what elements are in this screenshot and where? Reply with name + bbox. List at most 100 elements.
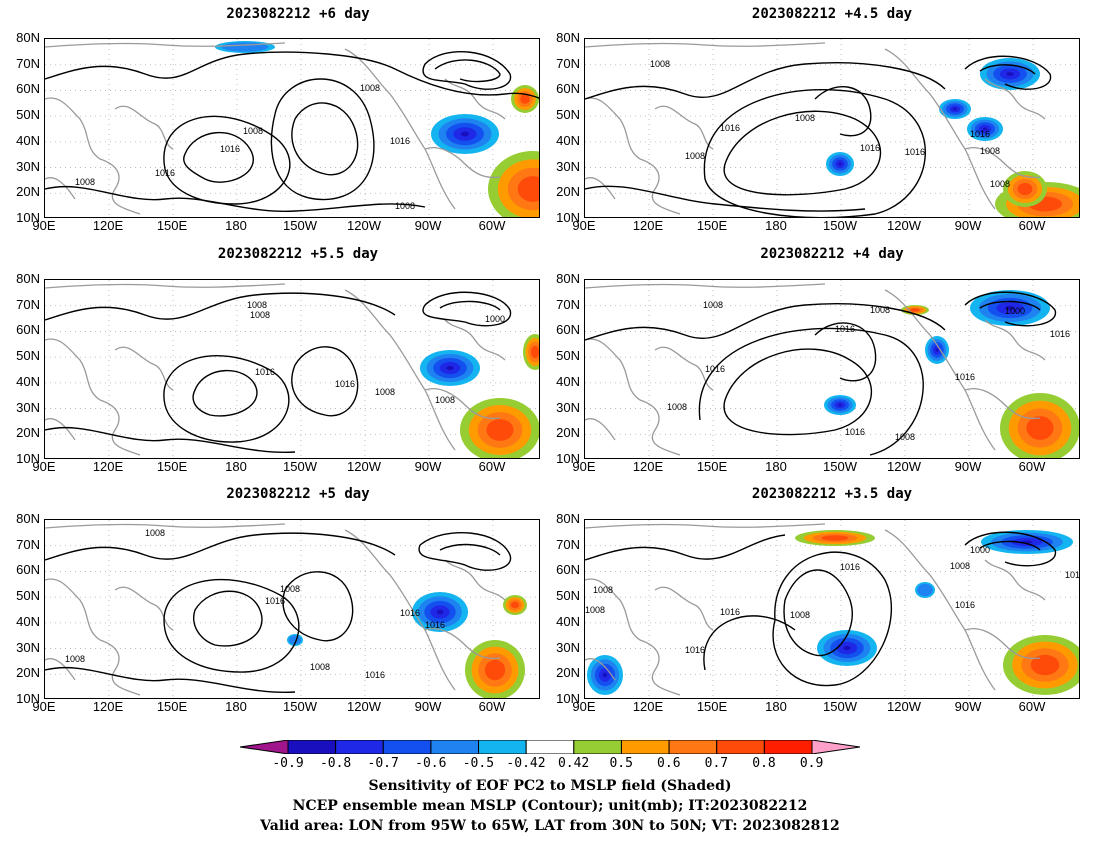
positive-sensitivity-area — [520, 94, 530, 104]
mslp-contour — [434, 59, 501, 83]
lat-tick-label: 10N — [16, 451, 40, 466]
mslp-contour — [418, 532, 512, 571]
arctic-coastline — [585, 283, 826, 289]
mslp-contour — [192, 369, 258, 417]
map-panel-5: 1008 1008 1016 1016 1016 1008 1016 1008 — [44, 519, 540, 699]
map-canvas: 1008 1016 1008 1016 1008 1016 1008 1016 1008 — [585, 39, 1079, 217]
contour-label: 1016 — [845, 427, 865, 437]
contour-label: 1016 — [425, 620, 445, 630]
lat-tick-label: 10N — [16, 691, 40, 706]
north-america-coastline — [884, 48, 1041, 210]
map-panel-3: 1008 1008 1000 1016 1016 1008 1008 — [44, 279, 540, 459]
lat-tick-label: 40N — [16, 132, 40, 148]
contour-label: 1016 — [905, 147, 925, 157]
colorbar-segment — [335, 740, 384, 754]
map-panel-2: 1008 1016 1008 1016 1008 1016 1008 1016 1008 — [584, 38, 1080, 218]
panel-title-3: 2023082212 +5.5 day — [217, 246, 379, 262]
lon-tick-label: 150E — [156, 218, 188, 233]
colorbar-tick-label: 0.42 — [557, 756, 590, 771]
colorbar-segment — [478, 740, 527, 754]
contour-label: 1016 — [265, 596, 285, 606]
contour-label: 1008 — [685, 151, 705, 161]
north-america-coastline — [344, 289, 501, 451]
lat-tick-label: 40N — [556, 613, 580, 629]
positive-sensitivity-area — [510, 601, 520, 609]
lon-tick-label: 120E — [92, 459, 124, 474]
lat-tick-label: 50N — [16, 107, 40, 123]
arctic-coastline — [585, 42, 826, 48]
contour-label: 1016 — [955, 372, 975, 382]
asia-coastline — [45, 338, 141, 456]
lon-tick-label: 60W — [478, 459, 506, 474]
lat-tick-label: 30N — [556, 158, 580, 174]
mslp-contour — [291, 102, 359, 176]
contour-label: 1008 — [895, 432, 915, 442]
mslp-contour — [979, 300, 1041, 311]
arctic-coastline — [585, 523, 826, 529]
lon-tick-label: 60W — [478, 218, 506, 233]
contour-label: 1008 — [585, 605, 605, 615]
mslp-contour — [585, 62, 946, 100]
lon-tick-label: 90W — [954, 699, 982, 714]
colorbar-low-arrow — [240, 740, 289, 754]
mslp-contour — [585, 303, 946, 341]
lon-tick-label: 180 — [225, 459, 247, 474]
lat-tick-label: 80N — [556, 511, 580, 526]
lon-tick-label: 90W — [414, 218, 442, 233]
mslp-contour — [723, 348, 873, 436]
colorbar-segment — [525, 740, 575, 754]
lat-tick-label: 20N — [556, 425, 580, 441]
mslp-contour — [979, 540, 1041, 551]
contour-label: 1000 — [1005, 306, 1025, 316]
lon-tick-label: 120E — [92, 699, 124, 714]
contour-label: 1008 — [75, 177, 95, 187]
mslp-contour — [193, 590, 263, 647]
negative-sensitivity-area — [1005, 305, 1015, 311]
mslp-contour — [282, 571, 354, 642]
negative-sensitivity-area — [838, 403, 842, 407]
hudson-bay-coastline — [984, 319, 1046, 361]
lat-tick-label: 10N — [556, 451, 580, 466]
lat-tick-label: 80N — [16, 511, 40, 526]
contour-label: 1000 — [970, 545, 990, 555]
lon-tick-label: 150W — [823, 218, 857, 233]
mslp-contour — [45, 532, 396, 561]
lat-tick-label: 60N — [556, 562, 580, 578]
lat-tick-label: 10N — [556, 210, 580, 225]
lon-tick-label: 150W — [283, 699, 317, 714]
panel-title-1: 2023082212 +6 day — [226, 6, 370, 22]
japan-coastline — [654, 105, 714, 150]
mslp-contour — [772, 551, 893, 687]
mslp-contour — [585, 534, 786, 561]
lat-tick-label: 40N — [556, 373, 580, 389]
contour-label: 1016 — [720, 607, 740, 617]
contour-label: 1016 — [685, 645, 705, 655]
contour-label: 1008 — [310, 662, 330, 672]
lat-tick-label: 20N — [16, 665, 40, 681]
lat-tick-label: 20N — [16, 184, 40, 200]
lat-tick-label: 40N — [556, 132, 580, 148]
negative-sensitivity-area — [602, 672, 608, 678]
negative-sensitivity-area — [917, 583, 933, 597]
mslp-contour — [783, 569, 853, 657]
colorbar-tick-label: -0.5 — [462, 756, 495, 771]
lat-tick-label: 50N — [16, 348, 40, 364]
lon-tick-label: 90E — [572, 459, 596, 474]
contour-label: 1008 — [280, 584, 300, 594]
mslp-contour — [964, 55, 1052, 90]
colorbar-tick-label: 0.5 — [609, 756, 633, 771]
mslp-contour — [964, 531, 1056, 567]
negative-sensitivity-area — [460, 131, 470, 137]
asia-coastline — [585, 338, 681, 456]
lon-tick-label: 90W — [414, 699, 442, 714]
contour-label: 1016 — [835, 324, 855, 334]
lat-tick-label: 70N — [556, 55, 580, 71]
lon-tick-label: 90E — [32, 218, 56, 233]
caption-valid-area: Valid area: LON from 95W to 65W, LAT fro… — [260, 818, 840, 834]
lon-tick-label: 180 — [225, 699, 247, 714]
negative-sensitivity-area — [288, 635, 302, 645]
lon-tick-label: 90E — [32, 459, 56, 474]
contour-label: 1008 — [247, 300, 267, 310]
lat-tick-label: 60N — [16, 322, 40, 338]
